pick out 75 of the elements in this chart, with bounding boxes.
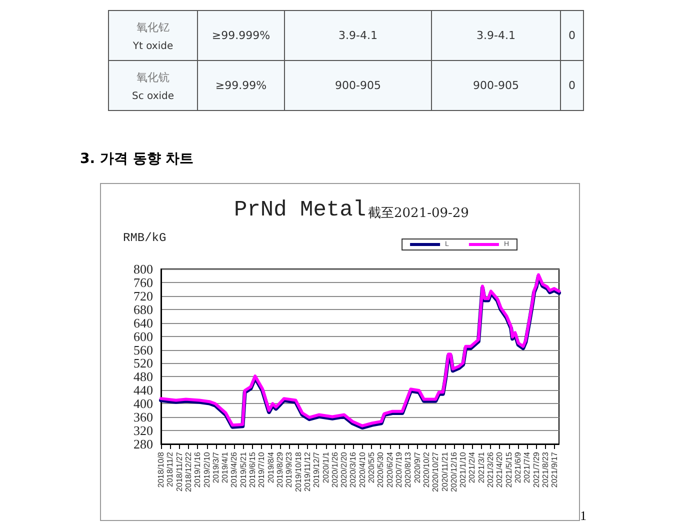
x-tick-label: 2019/9/23 [284, 451, 294, 488]
x-tick-label: 2018/11/2 [166, 451, 175, 487]
x-tick-label: 2021/3/26 [486, 451, 496, 488]
x-tick-label: 2019/3/7 [211, 451, 220, 484]
y-tick-label: 600 [134, 328, 153, 344]
y-tick-label: 800 [134, 262, 153, 276]
y-tick-label: 680 [134, 302, 153, 317]
y-tick-label: 560 [134, 342, 153, 358]
chart-subtitle: 截至2021-09-29 [368, 206, 469, 221]
text: 氧化钪 [136, 70, 170, 84]
x-tick-label: 2021/4/20 [495, 451, 504, 488]
x-tick-label: 2020/12/16 [449, 451, 458, 492]
y-tick-label: 760 [134, 274, 153, 290]
y-axis-title: RMB/kG [123, 231, 166, 245]
x-tick-label: 2019/10/18 [294, 451, 303, 492]
x-tick-label: 2020/5/5 [367, 451, 376, 484]
x-tick-label: 2019/11/12 [302, 451, 312, 492]
x-tick-label: 2019/4/26 [230, 451, 239, 488]
x-tick-label: 2019/8/4 [266, 451, 276, 484]
x-tick-label: 2021/7/29 [532, 451, 541, 488]
x-tick-label: 2021/5/15 [504, 451, 514, 488]
x-tick-label: 2021/2/4 [468, 451, 477, 484]
x-tick-label: 2018/12/22 [184, 451, 193, 492]
x-tick-label: 2019/8/29 [275, 451, 284, 488]
x-tick-label: 2019/6/15 [248, 451, 258, 488]
text: 3. 가격 동향 차트 [80, 150, 194, 168]
y-tick-label: 320 [134, 423, 153, 438]
x-tick-label: 2020/2/20 [340, 451, 349, 488]
x-tick-label: 2020/10/27 [431, 451, 440, 492]
x-tick-label: 2021/9/17 [550, 451, 560, 488]
x-tick-label: 2020/11/21 [440, 451, 450, 492]
x-tick-label: 2021/6/9 [513, 451, 522, 484]
text: 3.9-4.1 [432, 10, 560, 60]
y-tick-label: 280 [134, 436, 153, 452]
x-tick-label: 2021/1/10 [458, 451, 468, 488]
x-tick-label: 2018/10/8 [156, 451, 166, 488]
text: 3.9-4.1 [284, 10, 432, 60]
y-tick-label: 640 [134, 315, 153, 330]
text: 0 [560, 60, 584, 110]
x-tick-label: 2019/5/21 [238, 451, 248, 488]
text: Sc oxide [130, 90, 176, 102]
x-tick-label: 2020/5/30 [376, 451, 386, 488]
x-tick-label: 2020/3/16 [348, 451, 358, 488]
x-tick-label: 2019/7/10 [257, 451, 266, 488]
x-tick-label: 2020/7/19 [394, 451, 404, 488]
x-tick-label: 2021/7/4 [522, 451, 532, 484]
text: ≥99.99% [198, 60, 284, 110]
x-tick-label: 2021/3/1 [476, 451, 486, 484]
chart-title: PrNd Metal [234, 198, 366, 222]
text: 900-905 [284, 60, 432, 110]
y-tick-label: 480 [134, 369, 153, 384]
x-tick-label: 2020/8/13 [404, 451, 413, 488]
x-tick-label: 2020/10/2 [422, 451, 431, 488]
text: Yt oxide [132, 40, 174, 52]
x-tick-label: 2020/6/24 [385, 451, 394, 488]
y-tick-label: 400 [134, 396, 153, 412]
text: ≥99.999% [198, 10, 284, 60]
x-tick-label: 2019/2/10 [202, 451, 212, 488]
x-tick-label: 2018/11/27 [174, 451, 184, 492]
x-tick-label: 2019/1/16 [193, 451, 202, 488]
x-tick-label: 2020/4/10 [358, 451, 367, 488]
x-tick-label: 2019/4/1 [220, 451, 230, 484]
x-tick-label: 2020/1/1 [321, 451, 330, 484]
y-tick-label: 440 [134, 382, 153, 398]
y-tick-label: 720 [134, 288, 153, 304]
text: 0 [560, 10, 584, 60]
x-tick-label: 2020/1/26 [330, 451, 340, 488]
text: 900-905 [432, 60, 560, 110]
x-tick-label: 2020/9/7 [412, 451, 422, 484]
text: 氧化钇 [136, 20, 170, 34]
text: 1 [580, 508, 586, 524]
y-tick-label: 360 [134, 410, 153, 425]
y-tick-label: 520 [134, 356, 153, 371]
x-tick-label: 2019/12/7 [312, 451, 322, 488]
x-tick-label: 2021/8/23 [540, 451, 550, 488]
